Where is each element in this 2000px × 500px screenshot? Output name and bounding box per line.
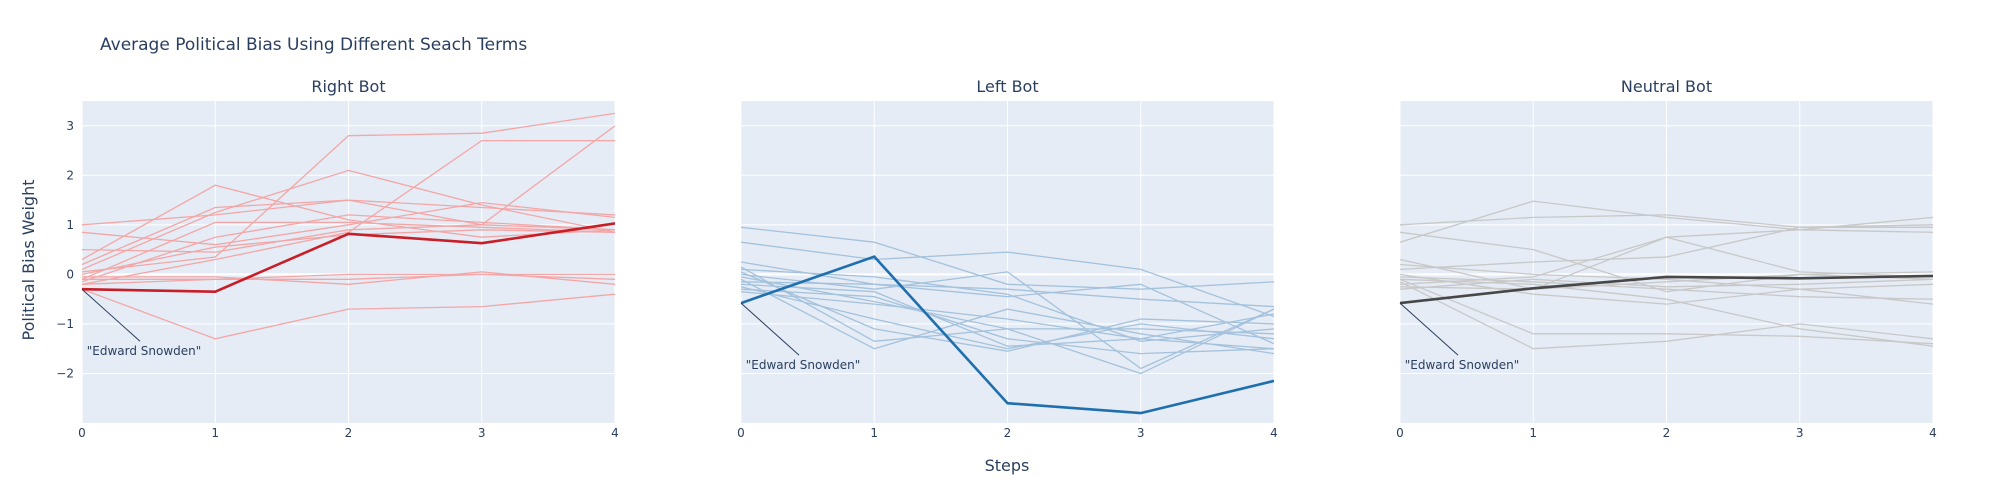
y-tick-label: 2	[66, 168, 74, 182]
series-line	[82, 273, 615, 285]
series-line	[82, 214, 615, 283]
series-line	[1400, 276, 1933, 300]
x-tick-label: 0	[78, 426, 86, 440]
subplot-title: Neutral Bot	[1621, 77, 1712, 96]
series-line	[82, 112, 615, 273]
series-line	[1400, 200, 1933, 243]
chart-title: Average Political Bias Using Different S…	[100, 35, 527, 55]
x-tick-label: 4	[611, 426, 619, 440]
subplot-1: Right Bot 0 1 2 3 4 −2 −1 0 1 2 3 "Edward Snowden"	[56, 77, 619, 440]
y-tick-label: 0	[66, 267, 74, 281]
annotation-label: "Edward Snowden"	[1405, 358, 1520, 372]
annotation-label: "Edward Snowden"	[87, 344, 202, 358]
series-group	[741, 226, 1274, 415]
x-tick-label: 3	[478, 426, 486, 440]
subplot-3: Neutral Bot 0 1 2 3 4 "Edward Snowden"	[1396, 77, 1937, 440]
x-tick-label: 1	[211, 426, 219, 440]
subplot-title: Right Bot	[311, 77, 385, 96]
annotation-arrow	[81, 288, 141, 342]
series-line	[82, 273, 615, 280]
y-tick-label: 3	[66, 119, 74, 133]
series-line	[1400, 236, 1933, 285]
series-line	[1400, 214, 1933, 228]
series-line	[741, 271, 1274, 370]
series-group	[82, 112, 615, 340]
series-line	[741, 286, 1274, 350]
series-line	[1400, 273, 1933, 290]
series-line	[741, 278, 1274, 355]
series-line	[82, 125, 615, 253]
x-tick-label: 0	[1396, 426, 1404, 440]
x-tick-label: 0	[737, 426, 745, 440]
series-line	[1400, 278, 1933, 345]
subplot-2: Left Bot 0 1 2 3 4 "Edward Snowden"	[737, 77, 1278, 440]
series-group	[1400, 200, 1933, 350]
average-line	[1400, 274, 1933, 305]
series-line	[82, 288, 615, 340]
series-line	[1400, 278, 1933, 347]
x-tick-label: 2	[1663, 426, 1671, 440]
y-tick-label: −1	[56, 317, 74, 331]
x-tick-label: 2	[345, 426, 353, 440]
subplot-title: Left Bot	[976, 77, 1038, 96]
x-tick-label: 2	[1004, 426, 1012, 440]
annotation-arrow	[1399, 302, 1459, 356]
series-line	[82, 169, 615, 270]
y-tick-label: −2	[56, 366, 74, 380]
x-tick-label: 4	[1270, 426, 1278, 440]
series-line	[82, 201, 615, 246]
series-line	[741, 291, 1274, 340]
x-tick-label: 1	[870, 426, 878, 440]
series-line	[741, 241, 1274, 318]
x-tick-label: 3	[1796, 426, 1804, 440]
series-line	[82, 139, 615, 285]
average-line	[741, 255, 1274, 415]
series-line	[741, 288, 1274, 355]
x-axis-title: Steps	[985, 456, 1030, 475]
series-line	[741, 283, 1274, 350]
series-line	[82, 184, 615, 261]
x-tick-label: 4	[1929, 426, 1937, 440]
series-line	[1400, 226, 1933, 271]
annotation-label: "Edward Snowden"	[746, 358, 861, 372]
series-line	[741, 226, 1274, 290]
series-line	[741, 268, 1274, 342]
series-line	[741, 281, 1274, 308]
average-line	[82, 222, 615, 294]
series-line	[1400, 281, 1933, 350]
series-line	[1400, 263, 1933, 290]
annotation-arrow	[740, 302, 800, 356]
x-tick-label: 3	[1137, 426, 1145, 440]
series-line	[82, 199, 615, 266]
series-line	[1400, 273, 1933, 305]
y-axis-title: Political Bias Weight	[19, 180, 38, 341]
series-line	[82, 221, 615, 280]
y-tick-label: 1	[66, 218, 74, 232]
x-tick-label: 1	[1529, 426, 1537, 440]
series-line	[741, 271, 1274, 352]
series-line	[741, 261, 1274, 345]
